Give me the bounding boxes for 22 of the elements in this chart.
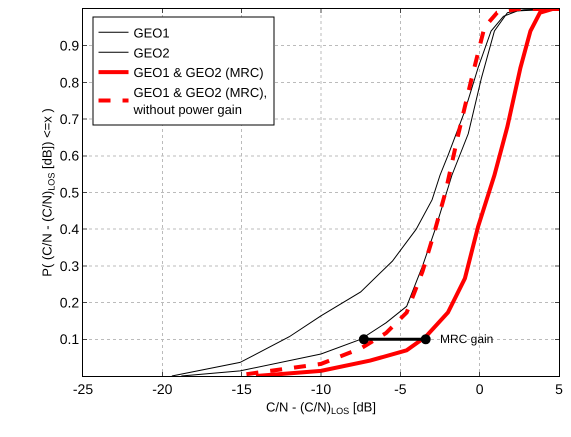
annotation: MRC gain (440, 332, 494, 346)
x-tick-label: 0 (476, 380, 484, 397)
y-tick-label: 0.8 (60, 74, 80, 90)
x-tick-label: -5 (394, 380, 407, 397)
y-tick-label: 0.6 (60, 148, 80, 164)
x-tick-label: 5 (555, 380, 564, 397)
x-tick-label: -20 (152, 380, 173, 397)
x-tick-label: -10 (310, 380, 332, 397)
y-tick-label: 0.1 (60, 331, 80, 348)
y-tick-label: 0.2 (60, 294, 80, 310)
y-tick-label: 0.5 (60, 184, 80, 200)
y-tick-label: 0.9 (60, 38, 80, 54)
legend-label: GEO1 (134, 25, 170, 40)
x-axis-title: C/N - (C/N)$_{LOS}$ [dB] (266, 399, 376, 416)
y-tick-label: 0.3 (60, 258, 80, 274)
legend-label: GEO2 (134, 45, 170, 60)
y-tick-label: 0.7 (60, 111, 80, 127)
x-tick-label: -15 (232, 380, 252, 397)
x-tick-label: -25 (72, 380, 94, 397)
legend-label: GEO1 & GEO2 (MRC) (134, 65, 264, 80)
y-tick-label: 0.4 (60, 221, 80, 238)
legend-label: GEO1 & GEO2 (MRC), without power gain (132, 85, 268, 117)
